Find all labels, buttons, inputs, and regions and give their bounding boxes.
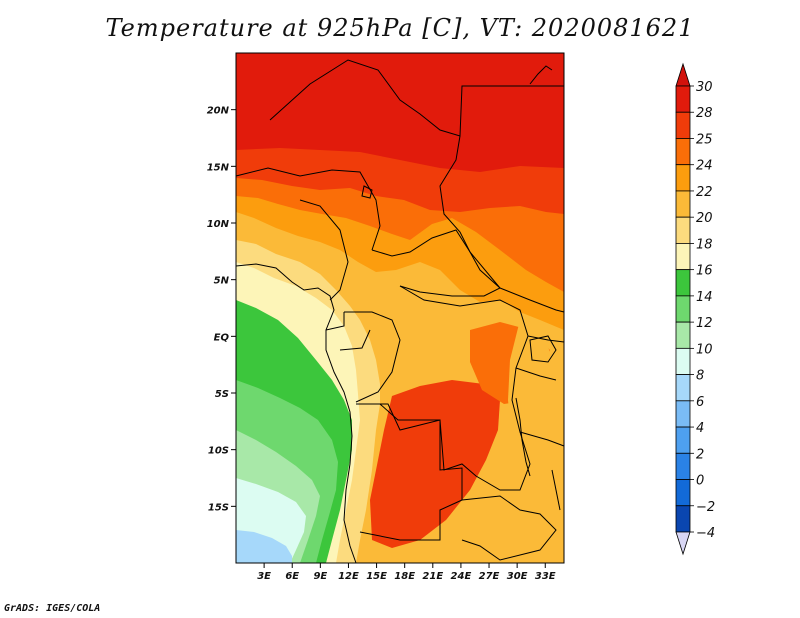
colorbar-label: 20 <box>696 211 713 226</box>
lake-malawi <box>551 469 561 511</box>
colorbar-label: 24 <box>696 159 713 174</box>
colorbar-label: 12 <box>696 316 713 331</box>
lat-tick-label: 20N <box>207 106 230 117</box>
colorbar-segment <box>675 505 691 533</box>
colorbar-segment <box>675 190 691 218</box>
lon-tick-label: 6E <box>285 571 299 582</box>
colorbar-label: 16 <box>696 264 713 279</box>
colorbar-label: 0 <box>696 474 704 489</box>
field-band-8 <box>236 530 292 563</box>
colorbar-label: −2 <box>696 500 715 515</box>
coastline <box>235 263 357 564</box>
colorbar-segment <box>675 479 691 507</box>
colorbar-segment <box>675 347 691 375</box>
lat-tick-label: 5S <box>215 389 229 400</box>
lon-tick-label: 24E <box>451 571 472 582</box>
colorbar-label: 6 <box>696 395 704 410</box>
colorbar-segment <box>675 452 691 480</box>
lon-tick-label: 18E <box>394 571 415 582</box>
map-title: Temperature at 925hPa [C], VT: 202008162… <box>105 14 695 42</box>
red-sea-coast <box>529 65 553 85</box>
colorbar-label: 10 <box>696 342 713 357</box>
border-east <box>499 287 565 447</box>
colorbar-label: 18 <box>696 237 713 252</box>
border-congo <box>344 311 401 403</box>
lat-tick-label: 10S <box>208 446 229 457</box>
lon-tick-label: 9E <box>313 571 327 582</box>
border-angola <box>356 403 463 541</box>
colorbar-label: 25 <box>696 132 713 147</box>
colorbar-label: −4 <box>696 526 715 541</box>
credit-text: GrADS: IGES/COLA <box>4 603 101 614</box>
border-car <box>371 229 501 297</box>
lon-tick-label: 33E <box>535 571 556 582</box>
map-frame <box>235 52 565 564</box>
lake-victoria <box>529 335 557 363</box>
colorbar-segment <box>675 295 691 323</box>
colorbar-label: 8 <box>696 369 704 384</box>
lat-tick-label: 15N <box>207 162 230 173</box>
colorbar-segment <box>675 321 691 349</box>
lon-tick-label: 21E <box>422 571 443 582</box>
border-sahara <box>269 59 564 137</box>
lat-tick-label: EQ <box>214 332 230 343</box>
lake-chad <box>361 185 373 199</box>
colorbar-segment <box>675 111 691 139</box>
lon-tick-label: 15E <box>366 571 387 582</box>
border-nigeria-cameroon <box>299 199 349 301</box>
lat-tick-label: 10N <box>207 219 230 230</box>
border-drc <box>379 285 531 491</box>
field-hot-interior <box>370 380 500 548</box>
colorbar-label: 30 <box>696 80 713 95</box>
border-gabon <box>325 312 371 351</box>
colorbar-label: 4 <box>696 421 704 436</box>
colorbar-label: 2 <box>696 447 704 462</box>
colorbar-segment <box>675 164 691 192</box>
border-niger-chad <box>235 167 381 251</box>
lon-tick-label: 12E <box>338 571 359 582</box>
colorbar-segment <box>675 216 691 244</box>
latitude-axis: 20N 15N 10N 5N EQ 5S 10S 15S <box>207 106 236 513</box>
temperature-field <box>236 53 564 563</box>
border-chad-sudan <box>439 135 501 289</box>
colorbar-segment <box>675 426 691 454</box>
colorbar-segment <box>675 374 691 402</box>
colorbar-label: 28 <box>696 106 713 121</box>
colorbar-bottom-arrow <box>675 531 691 556</box>
border-zambia <box>461 495 557 561</box>
colorbar-top-arrow <box>675 62 691 87</box>
colorbar-segment <box>675 85 691 113</box>
lon-tick-label: 3E <box>257 571 271 582</box>
lat-tick-label: 5N <box>214 276 230 287</box>
lon-tick-label: 27E <box>479 571 500 582</box>
lat-tick-label: 15S <box>208 502 229 513</box>
colorbar-segment <box>675 269 691 297</box>
colorbar-segment <box>675 400 691 428</box>
colorbar-segment <box>675 138 691 166</box>
longitude-axis: 3E 6E 9E 12E 15E 18E 21E 24E 27E 30E 33E <box>257 563 556 582</box>
borders <box>235 59 565 564</box>
colorbar-label: 22 <box>696 185 713 200</box>
lake-tanganyika <box>515 397 531 477</box>
field-east-highlands <box>508 320 552 470</box>
colorbar-label: 14 <box>696 290 713 305</box>
lon-tick-label: 30E <box>507 571 528 582</box>
colorbar-segment <box>675 243 691 271</box>
